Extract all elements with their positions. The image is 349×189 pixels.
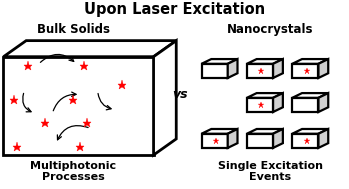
- Text: Nanocrystals: Nanocrystals: [227, 23, 314, 36]
- Polygon shape: [228, 129, 237, 148]
- Polygon shape: [292, 134, 318, 148]
- Polygon shape: [318, 93, 328, 112]
- Polygon shape: [3, 57, 154, 155]
- Polygon shape: [247, 134, 273, 148]
- Text: vs: vs: [172, 88, 187, 101]
- Polygon shape: [202, 129, 237, 134]
- Polygon shape: [202, 59, 237, 64]
- Text: Multiphotonic
Processes: Multiphotonic Processes: [30, 161, 116, 182]
- Polygon shape: [202, 64, 228, 78]
- Polygon shape: [292, 64, 318, 78]
- Polygon shape: [3, 41, 176, 57]
- Polygon shape: [247, 64, 273, 78]
- Polygon shape: [292, 129, 328, 134]
- Polygon shape: [247, 93, 283, 98]
- Text: Bulk Solids: Bulk Solids: [37, 23, 110, 36]
- Polygon shape: [154, 41, 176, 155]
- Polygon shape: [273, 59, 283, 78]
- Polygon shape: [247, 129, 283, 134]
- Polygon shape: [247, 98, 273, 112]
- Text: Upon Laser Excitation: Upon Laser Excitation: [84, 2, 265, 17]
- Text: Single Excitation
Events: Single Excitation Events: [218, 161, 323, 182]
- Polygon shape: [247, 59, 283, 64]
- Polygon shape: [318, 129, 328, 148]
- Polygon shape: [292, 98, 318, 112]
- Polygon shape: [228, 59, 237, 78]
- Polygon shape: [292, 93, 328, 98]
- Polygon shape: [202, 134, 228, 148]
- Polygon shape: [292, 59, 328, 64]
- Polygon shape: [273, 129, 283, 148]
- Polygon shape: [318, 59, 328, 78]
- Polygon shape: [273, 93, 283, 112]
